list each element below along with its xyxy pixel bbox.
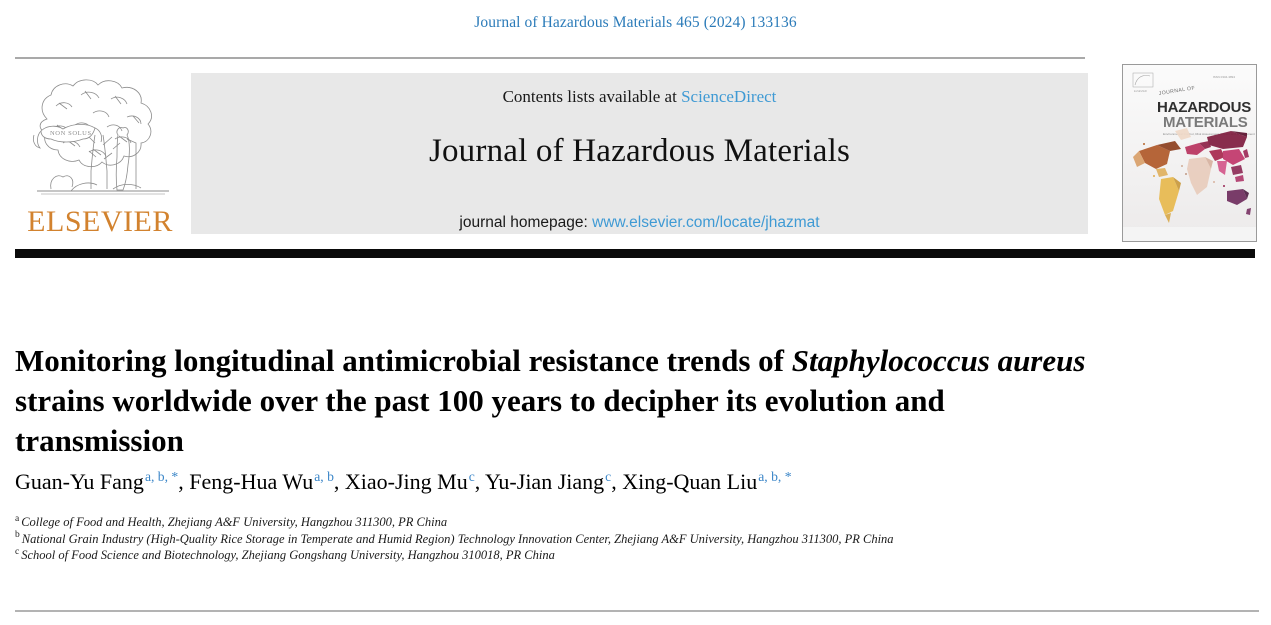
affiliation-item: a College of Food and Health, Zhejiang A&…	[15, 514, 1145, 531]
author-affiliation-marks: a, b	[314, 468, 334, 484]
header-top-rule	[15, 57, 1085, 59]
affiliation-text: College of Food and Health, Zhejiang A&F…	[21, 515, 448, 529]
affiliation-list: a College of Food and Health, Zhejiang A&…	[15, 514, 1145, 564]
author-entry[interactable]: Xing-Quan Liua, b, *	[622, 469, 791, 494]
author-name: Xing-Quan Liu	[622, 469, 758, 494]
svg-text:HAZARDOUS: HAZARDOUS	[1157, 99, 1251, 116]
svg-text:ELSEVIER: ELSEVIER	[1134, 89, 1147, 93]
article-title-part1: Monitoring longitudinal antimicrobial re…	[15, 342, 792, 378]
journal-title: Journal of Hazardous Materials	[428, 133, 851, 169]
affiliation-mark: a	[15, 513, 20, 524]
elsevier-tree-icon: NON SOLUS	[23, 73, 178, 208]
affiliation-mark: b	[15, 530, 20, 541]
article-title-part2: strains worldwide over the past 100 year…	[15, 382, 945, 458]
journal-masthead: NON SOLUS ELSEVIER Contents lists availa…	[15, 64, 1257, 242]
contents-available-line: Contents lists available at ScienceDirec…	[191, 87, 1088, 107]
masthead-bottom-rule	[15, 249, 1255, 258]
svg-text:MATERIALS: MATERIALS	[1163, 114, 1248, 131]
affiliation-text: School of Food Science and Biotechnology…	[21, 548, 555, 562]
journal-header-box: Contents lists available at ScienceDirec…	[191, 73, 1088, 234]
author-affiliation-marks: c	[605, 468, 612, 484]
svg-text:Environmental Control, Risk As: Environmental Control, Risk Assessment, …	[1163, 132, 1255, 136]
homepage-label: journal homepage:	[459, 214, 593, 231]
contents-available-prefix: Contents lists available at	[502, 87, 682, 106]
affiliation-item: c School of Food Science and Biotechnolog…	[15, 547, 1145, 564]
svg-text:NON SOLUS: NON SOLUS	[50, 130, 92, 137]
journal-homepage-link[interactable]: www.elsevier.com/locate/jhazmat	[592, 214, 820, 231]
article-title: Monitoring longitudinal antimicrobial re…	[15, 341, 1100, 461]
journal-cover-thumbnail: ELSEVIER ISSN 0304-3894 JOURNAL OF HAZAR…	[1122, 64, 1257, 242]
author-separator: ,	[474, 469, 485, 494]
author-separator: ,	[178, 469, 190, 494]
affiliation-item: b National Grain Industry (High-Quality R…	[15, 531, 1145, 548]
author-separator: ,	[611, 469, 623, 494]
author-name: Xiao-Jing Mu	[344, 469, 468, 494]
author-entry[interactable]: Guan-Yu Fanga, b, *	[15, 469, 178, 494]
author-name: Yu-Jian Jiang	[484, 469, 605, 494]
page-bottom-rule	[15, 610, 1259, 612]
author-affiliation-marks: a, b, *	[144, 468, 179, 484]
author-affiliation-marks: c	[468, 468, 475, 484]
author-list: Guan-Yu Fanga, b, *, Feng-Hua Wua, b, Xi…	[15, 468, 1135, 496]
journal-homepage-line: journal homepage: www.elsevier.com/locat…	[191, 214, 1088, 232]
author-name: Guan-Yu Fang	[15, 469, 144, 494]
author-affiliation-marks: a, b, *	[758, 468, 792, 484]
svg-text:ISSN 0304-3894: ISSN 0304-3894	[1213, 75, 1236, 79]
affiliation-mark: c	[15, 546, 20, 557]
elsevier-wordmark: ELSEVIER	[27, 205, 173, 238]
author-name: Feng-Hua Wu	[189, 469, 314, 494]
elsevier-logo: NON SOLUS ELSEVIER	[15, 73, 185, 238]
article-title-species: Staphylococcus aureus	[791, 342, 1086, 378]
svg-text:JOURNAL OF: JOURNAL OF	[1158, 85, 1195, 97]
author-separator: ,	[333, 469, 345, 494]
affiliation-text: National Grain Industry (High-Quality Ri…	[21, 531, 894, 546]
running-head-citation: Journal of Hazardous Materials 465 (2024…	[474, 14, 797, 31]
author-entry[interactable]: Xiao-Jing Muc	[345, 469, 475, 494]
author-entry[interactable]: Yu-Jian Jiangc	[485, 469, 611, 494]
author-entry[interactable]: Feng-Hua Wua, b	[189, 469, 334, 494]
sciencedirect-link[interactable]: ScienceDirect	[681, 87, 777, 106]
